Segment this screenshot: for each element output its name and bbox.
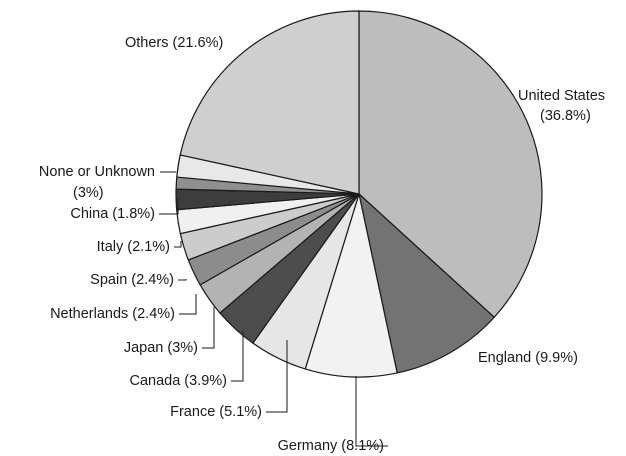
label-none-or-unknown: None or Unknown (3%) [39, 164, 155, 201]
label-china: China (1.8%) [70, 206, 155, 222]
slice-others [179, 10, 360, 195]
label-japan: Japan (3%) [124, 340, 198, 356]
leader-canada [231, 331, 244, 382]
leader-spain [178, 279, 187, 281]
leader-japan [202, 307, 215, 349]
label-spain: Spain (2.4%) [90, 272, 174, 288]
label-netherlands: Netherlands (2.4%) [50, 306, 175, 322]
label-italy: Italy (2.1%) [97, 239, 170, 255]
leader-germany [355, 376, 388, 447]
label-france: France (5.1%) [170, 404, 262, 420]
slice-united-states [358, 10, 543, 319]
leader-france [266, 340, 288, 413]
leader-italy [174, 241, 182, 248]
slice-germany [304, 191, 398, 378]
leader-netherlands [179, 294, 197, 315]
label-united-states: United States (36.8%) [518, 88, 605, 124]
label-canada: Canada (3.9%) [129, 373, 227, 389]
label-others: Others (21.6%) [125, 35, 223, 51]
leader-china [159, 198, 179, 215]
slice-england [358, 192, 496, 374]
label-england: England (9.9%) [478, 350, 578, 366]
label-germany: Germany (8.1%) [278, 438, 384, 454]
